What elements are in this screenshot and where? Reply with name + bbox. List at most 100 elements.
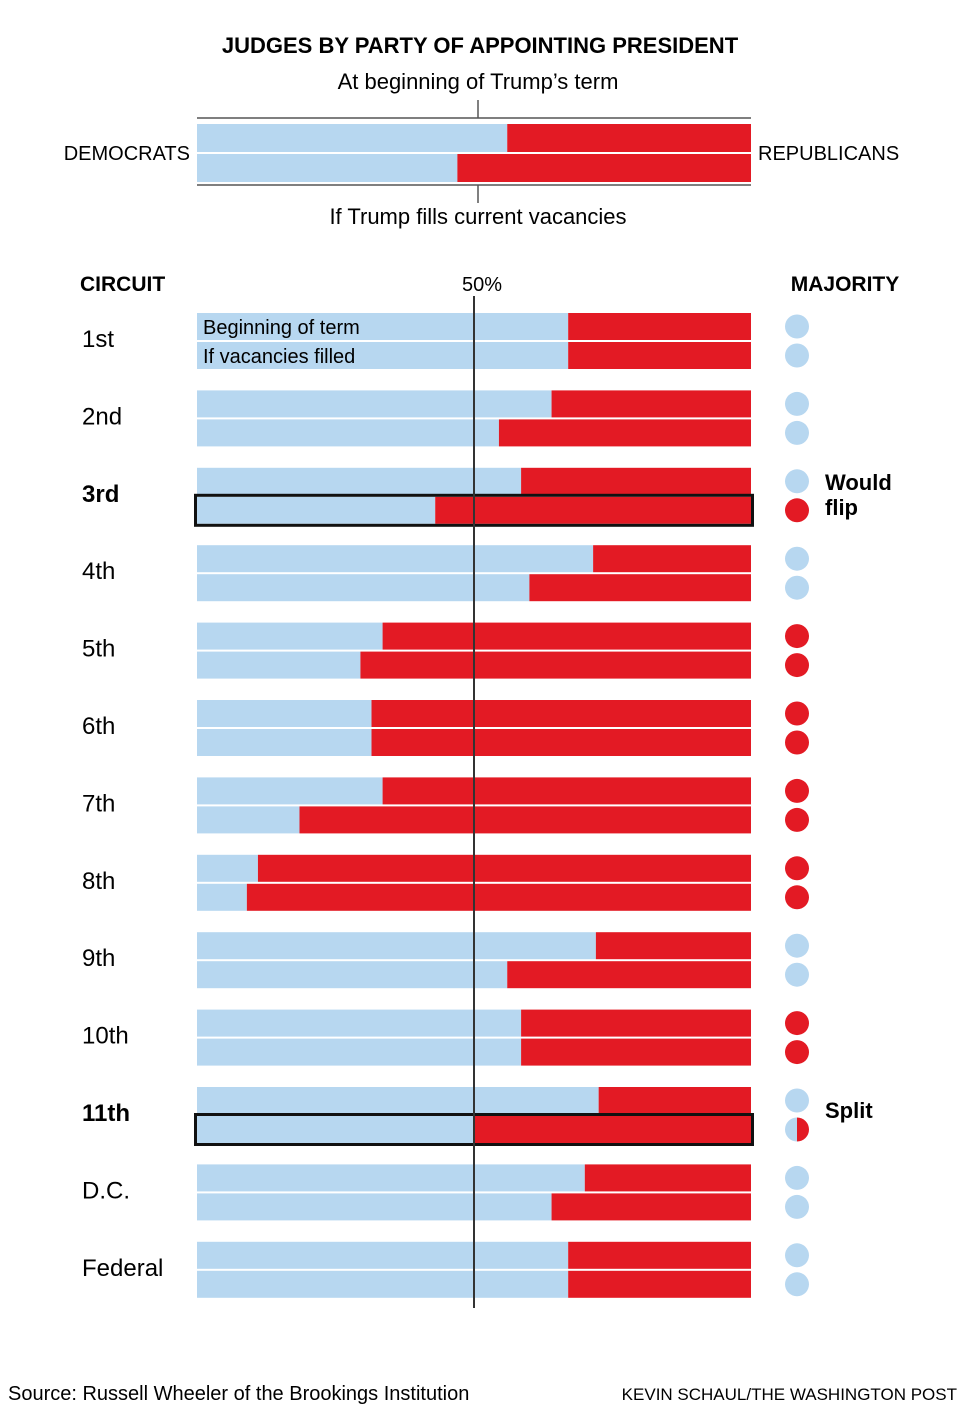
- majority-dot-9th-beginning: [785, 933, 809, 958]
- bar-7th-beginning-rep: [382, 777, 751, 805]
- legend-if-vacancies-filled: If vacancies filled: [203, 346, 355, 368]
- bar-8th-beginning-dem: [197, 854, 258, 882]
- bar-8th-beginning-rep: [257, 854, 751, 882]
- overall-bars: [197, 100, 751, 203]
- majority-dot-8th-beginning: [785, 856, 809, 881]
- bar-5th-beginning-rep: [382, 622, 751, 650]
- circuit-label-1st: 1st: [82, 326, 114, 353]
- circuit-label-3rd: 3rd: [82, 481, 119, 508]
- majority-dot-federal-filled: [785, 1272, 809, 1297]
- majority-dot-4th-beginning: [785, 546, 809, 571]
- bar-3rd-filled-dem: [197, 496, 436, 524]
- circuit-row-10th: 10th: [82, 1009, 809, 1066]
- circuit-row-federal: Federal: [82, 1241, 809, 1298]
- circuit-label-9th: 9th: [82, 945, 115, 972]
- annotation-split: Split: [825, 1098, 873, 1123]
- bar-10th-filled-dem: [197, 1038, 522, 1066]
- democrats-label: DEMOCRATS: [64, 143, 190, 165]
- bar-2nd-filled-dem: [197, 419, 499, 447]
- bar-2nd-filled-rep: [498, 419, 751, 447]
- circuit-label-10th: 10th: [82, 1023, 129, 1050]
- top-bar-label: At beginning of Trump’s term: [338, 69, 619, 94]
- circuit-label-6th: 6th: [82, 713, 115, 740]
- bar-2nd-beginning-rep: [551, 390, 751, 418]
- circuit-row-2nd: 2nd: [82, 390, 809, 447]
- circuit-row-5th: 5th: [82, 622, 809, 679]
- overall-filled-dem-bar: [197, 154, 458, 182]
- majority-dot-d-c-beginning: [785, 1165, 809, 1190]
- majority-dot-2nd-filled: [785, 420, 809, 445]
- majority-dot-11th-filled-rep-half: [797, 1117, 810, 1142]
- bar-federal-filled-rep: [568, 1270, 751, 1298]
- circuit-label-5th: 5th: [82, 636, 115, 663]
- bar-10th-filled-rep: [521, 1038, 751, 1066]
- circuit-rows: 1st 2nd 3rd 4th 5th 6th 7th 8th 9th 10th 11th D.C. F…: [82, 313, 810, 1298]
- bar-11th-beginning-dem: [197, 1087, 599, 1114]
- circuit-label-2nd: 2nd: [82, 403, 122, 430]
- majority-dot-10th-beginning: [785, 1011, 809, 1036]
- legend: Beginning of term If vacancies filled: [203, 317, 360, 368]
- circuit-label-federal: Federal: [82, 1255, 163, 1282]
- circuit-label-d-c: D.C.: [82, 1177, 130, 1204]
- circuit-row-9th: 9th: [82, 932, 809, 989]
- bar-11th-filled-rep: [474, 1116, 751, 1143]
- majority-dot-5th-filled: [785, 653, 809, 678]
- chart-title: JUDGES BY PARTY OF APPOINTING PRESIDENT: [222, 33, 739, 58]
- majority-dot-5th-beginning: [785, 624, 809, 649]
- bar-4th-filled-dem: [197, 574, 530, 602]
- circuit-column-header: CIRCUIT: [80, 273, 165, 296]
- circuit-label-11th: 11th: [82, 1100, 130, 1127]
- bar-7th-filled-dem: [197, 806, 300, 834]
- bar-3rd-beginning-dem: [197, 467, 522, 495]
- majority-dot-6th-beginning: [785, 701, 809, 726]
- bar-6th-beginning-rep: [371, 700, 751, 727]
- bar-6th-filled-dem: [197, 729, 372, 756]
- bar-10th-beginning-rep: [521, 1009, 751, 1037]
- bar-6th-beginning-dem: [197, 700, 372, 727]
- bar-1st-beginning-dem: [197, 313, 569, 340]
- bar-11th-beginning-rep: [598, 1087, 751, 1114]
- bar-3rd-filled-rep: [435, 496, 751, 524]
- circuit-label-4th: 4th: [82, 558, 115, 585]
- overall-beginning-dem-bar: [197, 124, 508, 152]
- fifty-percent-label: 50%: [462, 274, 502, 296]
- circuit-row-11th: 11th: [82, 1087, 810, 1146]
- bar-6th-filled-rep: [371, 729, 751, 756]
- bar-9th-beginning-dem: [197, 932, 596, 960]
- majority-dot-4th-filled: [785, 575, 809, 600]
- bar-2nd-beginning-dem: [197, 390, 552, 418]
- majority-dot-11th-filled-dem-half: [785, 1117, 797, 1142]
- bar-federal-beginning-rep: [568, 1241, 751, 1269]
- bar-5th-beginning-dem: [197, 622, 383, 650]
- bar-3rd-beginning-rep: [521, 467, 751, 495]
- majority-dot-1st-beginning: [785, 314, 809, 339]
- circuit-label-7th: 7th: [82, 790, 115, 817]
- overall-beginning-rep-bar: [507, 124, 751, 152]
- bar-federal-beginning-dem: [197, 1241, 569, 1269]
- majority-dot-1st-filled: [785, 343, 809, 368]
- source-note: Source: Russell Wheeler of the Brookings…: [8, 1383, 469, 1405]
- bar-4th-beginning-dem: [197, 545, 594, 573]
- bar-9th-filled-rep: [507, 961, 751, 989]
- bar-d-c-beginning-dem: [197, 1164, 585, 1192]
- annotation-flip: flip: [825, 495, 858, 520]
- circuit-row-3rd: 3rd: [82, 467, 809, 527]
- bar-7th-filled-rep: [299, 806, 751, 834]
- bar-5th-filled-dem: [197, 651, 361, 679]
- circuit-label-8th: 8th: [82, 868, 115, 895]
- annotations: Would flip Split: [825, 470, 892, 1123]
- bar-4th-beginning-rep: [593, 545, 751, 573]
- circuit-row-6th: 6th: [82, 700, 809, 756]
- bar-9th-beginning-rep: [595, 932, 751, 960]
- bar-8th-filled-dem: [197, 883, 247, 911]
- majority-column-header: MAJORITY: [791, 273, 900, 296]
- bar-d-c-filled-dem: [197, 1193, 552, 1221]
- majority-dot-7th-filled: [785, 807, 809, 832]
- byline-credit: KEVIN SCHAUL/THE WASHINGTON POST: [622, 1385, 957, 1404]
- bar-5th-filled-rep: [360, 651, 751, 679]
- circuit-row-7th: 7th: [82, 777, 809, 834]
- bar-d-c-filled-rep: [551, 1193, 751, 1221]
- majority-dot-7th-beginning: [785, 778, 809, 803]
- majority-dot-11th-beginning: [785, 1088, 809, 1113]
